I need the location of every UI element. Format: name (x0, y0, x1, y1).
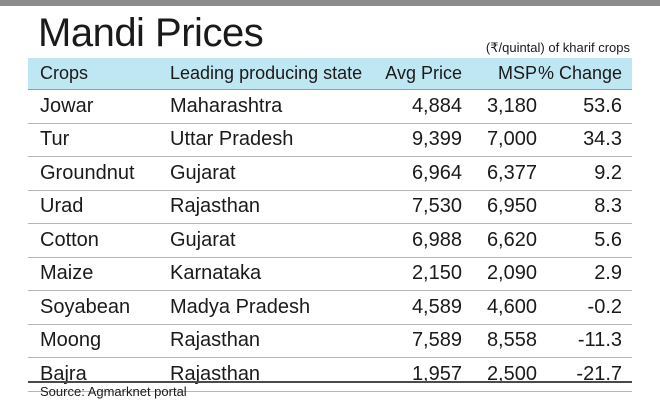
avg-price-cell: 2,150 (411, 262, 462, 285)
change-cell: 34.3 (583, 128, 622, 151)
table-unit-note: (₹/quintal) of kharif crops (485, 40, 630, 55)
msp-cell: 8,558 (486, 329, 537, 352)
avg-price-cell: 9,399 (411, 128, 462, 151)
change-cell: -21.7 (576, 362, 622, 385)
msp-cell: 2,090 (486, 262, 537, 285)
avg-price-cell: 1,957 (411, 362, 462, 385)
msp-cell: 7,000 (486, 128, 537, 151)
state-cell: Rajasthan (170, 362, 261, 385)
msp-cell: 4,600 (486, 295, 537, 318)
prices-table: Crops Leading producing state Avg Price … (28, 58, 632, 392)
msp-cell: 6,377 (486, 161, 537, 184)
page-title: Mandi Prices (38, 11, 264, 55)
crop-cell: Maize (40, 262, 94, 285)
table-row: Cotton Gujarat 6,988 6,620 5.6 (28, 224, 632, 258)
table-row: Jowar Maharashtra 4,884 3,180 53.6 (28, 90, 632, 124)
header-state: Leading producing state (170, 63, 363, 83)
header-msp: MSP (497, 63, 537, 83)
header-avg-price: Avg Price (385, 63, 462, 83)
table-row: Bajra Rajasthan 1,957 2,500 -21.7 (28, 358, 632, 392)
table-row: Moong Rajasthan 7,589 8,558 -11.3 (28, 325, 632, 358)
header-crops: Crops (40, 63, 89, 83)
avg-price-cell: 4,589 (411, 295, 462, 318)
table-row: Groundnut Gujarat 6,964 6,377 9.2 (28, 157, 632, 191)
state-cell: Uttar Pradesh (170, 128, 294, 151)
crop-cell: Moong (40, 329, 102, 352)
msp-cell: 3,180 (486, 94, 537, 117)
table-row: Tur Uttar Pradesh 9,399 7,000 34.3 (28, 124, 632, 157)
crop-cell: Jowar (40, 94, 94, 117)
state-cell: Madya Pradesh (170, 295, 311, 318)
avg-price-cell: 7,530 (411, 195, 462, 218)
avg-price-cell: 6,964 (411, 161, 462, 184)
bottom-rule (28, 381, 632, 383)
table-row: Urad Rajasthan 7,530 6,950 8.3 (28, 191, 632, 224)
state-cell: Karnataka (170, 262, 262, 285)
table-row: Maize Karnataka 2,150 2,090 2.9 (28, 258, 632, 291)
top-rule (0, 0, 660, 6)
change-cell: 53.6 (583, 94, 622, 117)
avg-price-cell: 7,589 (411, 329, 462, 352)
change-cell: 5.6 (594, 228, 622, 251)
msp-cell: 2,500 (486, 362, 537, 385)
change-cell: 2.9 (594, 262, 622, 285)
change-cell: -0.2 (587, 295, 622, 318)
state-cell: Rajasthan (170, 195, 261, 218)
crop-cell: Tur (40, 128, 70, 151)
msp-cell: 6,950 (486, 195, 537, 218)
change-cell: 9.2 (594, 161, 622, 184)
table-header-row: Crops Leading producing state Avg Price … (28, 58, 632, 90)
header-change: % Change (537, 63, 622, 83)
avg-price-cell: 6,988 (411, 228, 462, 251)
state-cell: Gujarat (170, 161, 236, 184)
crop-cell: Soyabean (40, 295, 131, 318)
state-cell: Gujarat (170, 228, 236, 251)
crop-cell: Groundnut (40, 161, 135, 184)
table-row: Soyabean Madya Pradesh 4,589 4,600 -0.2 (28, 291, 632, 325)
change-cell: 8.3 (594, 195, 622, 218)
crop-cell: Bajra (40, 362, 87, 385)
state-cell: Rajasthan (170, 329, 261, 352)
source-note: Source: Agmarknet portal (40, 384, 187, 399)
state-cell: Maharashtra (170, 94, 283, 117)
change-cell: -11.3 (577, 329, 622, 352)
crop-cell: Urad (40, 195, 84, 218)
avg-price-cell: 4,884 (411, 94, 462, 117)
msp-cell: 6,620 (486, 228, 537, 251)
crop-cell: Cotton (40, 228, 99, 251)
